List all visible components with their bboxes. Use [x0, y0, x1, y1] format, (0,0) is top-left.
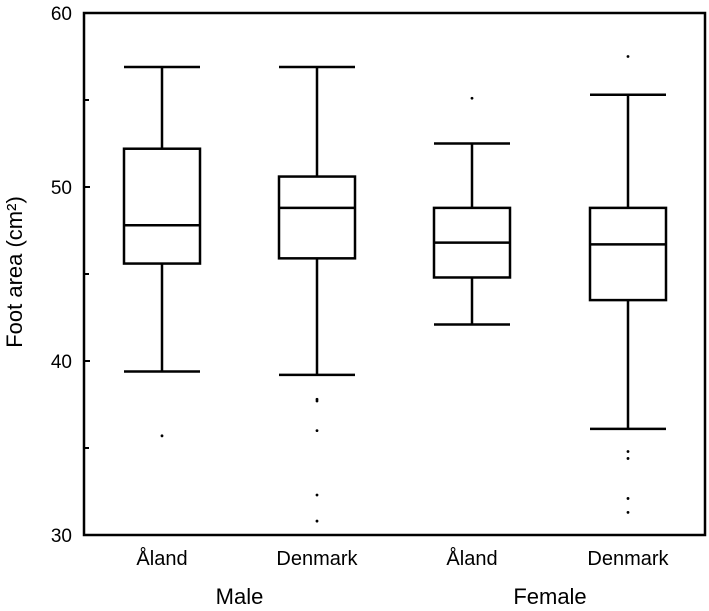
outlier-point [315, 493, 319, 497]
x-axis-labels: Åland Denmark Åland Denmark Male Female [136, 547, 669, 609]
y-axis-title: Foot area (cm²) [2, 196, 27, 348]
outlier-point [626, 457, 630, 460]
x-category-label: Denmark [276, 548, 358, 570]
outlier-point [626, 55, 630, 58]
outlier-point [315, 429, 319, 432]
outlier-point [470, 96, 474, 100]
x-category-label: Åland [136, 547, 187, 570]
group-label: Female [513, 584, 586, 609]
y-tick-label: 60 [51, 4, 72, 25]
y-tick-label: 40 [51, 352, 72, 373]
iqr-box [588, 206, 668, 302]
x-category-label: Denmark [587, 548, 669, 570]
outlier-point [626, 450, 630, 453]
box-1 [277, 65, 357, 523]
y-axis: 30 40 50 60 [51, 4, 90, 547]
outlier-point [160, 434, 164, 438]
outlier-point [626, 510, 630, 514]
iqr-box [277, 175, 357, 260]
iqr-box [122, 147, 202, 265]
box-3 [588, 55, 668, 514]
outlier-point [626, 497, 630, 500]
group-label: Male [216, 584, 264, 609]
x-category-label: Åland [446, 547, 497, 570]
outlier-point [315, 399, 319, 403]
outlier-point [315, 519, 319, 523]
y-tick-label: 30 [51, 526, 72, 547]
y-tick-label: 50 [51, 178, 72, 199]
box-2 [432, 96, 512, 326]
boxes [122, 55, 668, 523]
box-0 [122, 65, 202, 438]
